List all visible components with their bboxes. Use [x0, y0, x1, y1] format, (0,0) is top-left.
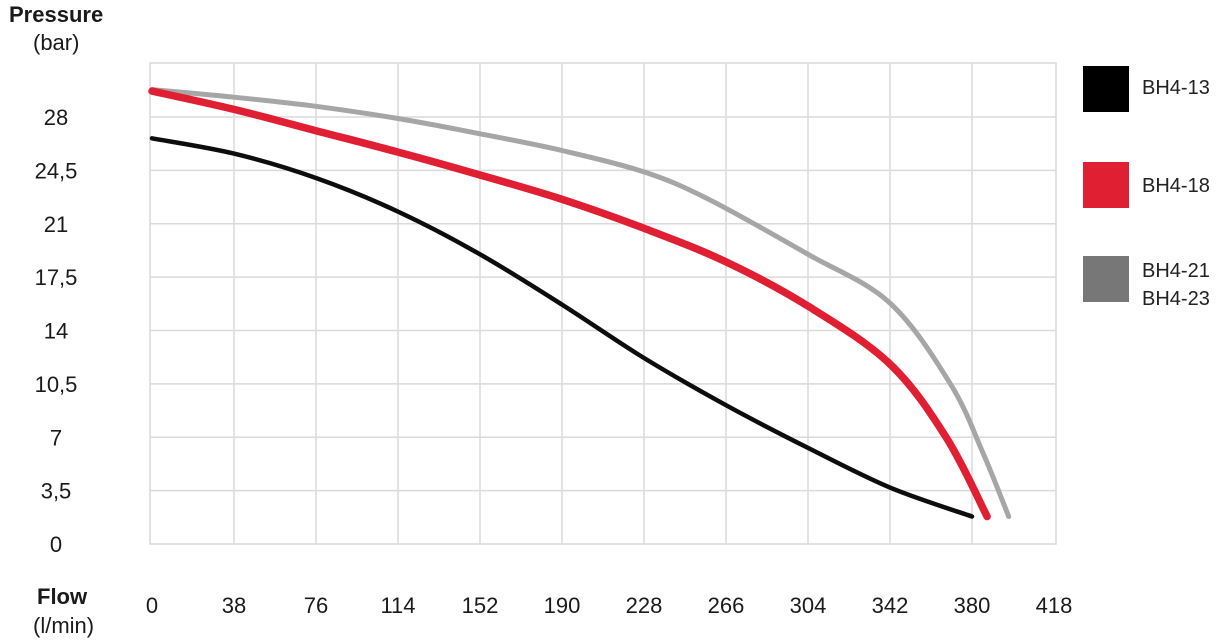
x-tick-label: 228: [626, 593, 663, 618]
legend-swatch: [1083, 66, 1129, 112]
plot-frame: [149, 62, 1057, 545]
x-tick-label: 342: [872, 593, 909, 618]
y-tick-label: 10,5: [35, 372, 78, 397]
y-tick-labels: 0 3,5 7 10,5 14 17,5 21 24,5 28: [35, 105, 78, 557]
x-tick-label: 152: [462, 593, 499, 618]
series-line-bh4-21-23: [149, 87, 1012, 519]
y-axis-title: Pressure: [9, 2, 104, 27]
y-tick-label: 7: [50, 425, 62, 450]
x-tick-label: 304: [790, 593, 827, 618]
legend-label: BH4-13: [1142, 77, 1210, 99]
y-tick-label: 17,5: [35, 265, 78, 290]
x-tick-labels: 0 38 76 114 152 190 228 266 304 342 380 418: [146, 593, 1072, 618]
x-tick-label: 38: [222, 593, 246, 618]
y-tick-label: 24,5: [35, 158, 78, 183]
grid: [149, 62, 1057, 545]
series-line-bh4-13: [149, 136, 975, 519]
legend-swatch: [1083, 162, 1129, 208]
y-tick-label: 0: [50, 532, 62, 557]
series-lines: [148, 87, 1012, 521]
x-tick-label: 0: [146, 593, 158, 618]
x-axis-title: Flow: [37, 584, 88, 609]
y-axis-unit: (bar): [33, 30, 80, 55]
y-tick-label: 28: [44, 105, 68, 130]
y-tick-label: 21: [44, 212, 68, 237]
y-tick-label: 14: [44, 319, 68, 344]
x-tick-label: 266: [708, 593, 745, 618]
x-tick-label: 418: [1036, 593, 1073, 618]
x-tick-label: 190: [544, 593, 581, 618]
y-tick-label: 3,5: [41, 479, 72, 504]
x-axis-unit: (l/min): [33, 613, 95, 638]
x-tick-label: 114: [380, 593, 415, 618]
legend-swatch: [1083, 256, 1129, 302]
series-line-bh4-18: [148, 87, 991, 521]
legend-label: BH4-18: [1142, 175, 1210, 197]
x-tick-label: 76: [304, 593, 328, 618]
legend-label: BH4-21 BH4-23: [1142, 260, 1210, 310]
x-tick-label: 380: [954, 593, 991, 618]
